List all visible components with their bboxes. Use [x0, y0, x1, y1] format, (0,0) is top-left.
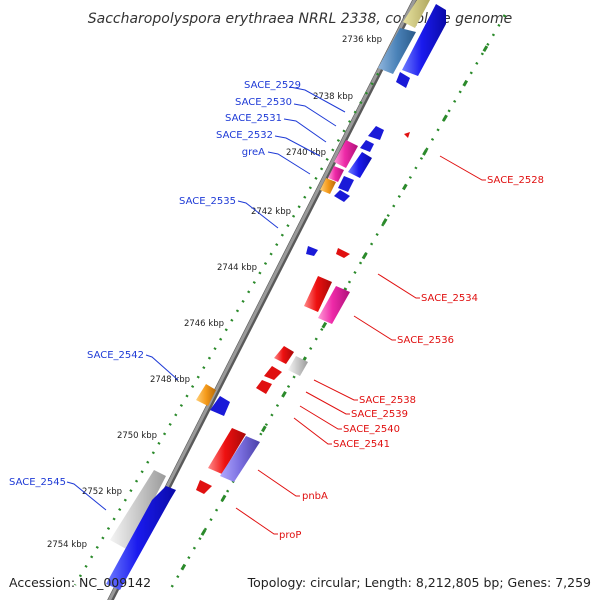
gene-arrow[interactable] — [360, 140, 374, 152]
gene-arrow[interactable] — [288, 356, 308, 376]
gene-label[interactable]: SACE_2532 — [216, 130, 273, 141]
gene-arrow[interactable] — [304, 276, 332, 312]
gene-label[interactable]: SACE_2539 — [351, 409, 408, 420]
map-title: Saccharopolyspora erythraea NRRL 2338, c… — [88, 11, 513, 27]
gene-arrow[interactable] — [264, 366, 282, 380]
gene-arrow[interactable] — [196, 384, 216, 406]
gene-arrow[interactable] — [396, 72, 410, 88]
gene-label[interactable]: SACE_2528 — [487, 175, 544, 186]
accession-text: Accession: NC_009142 — [9, 575, 151, 590]
gene-arrow[interactable] — [208, 428, 246, 474]
tick-label: 2740 kbp — [286, 148, 326, 158]
tick-label: 2750 kbp — [117, 431, 157, 441]
gene-label[interactable]: proP — [279, 530, 301, 541]
tick-label: 2748 kbp — [150, 375, 190, 385]
gene-arrow[interactable] — [274, 346, 294, 364]
gene-label[interactable]: SACE_2542 — [87, 350, 144, 361]
gene-label[interactable]: SACE_2531 — [225, 113, 282, 124]
gene-arrow[interactable] — [220, 436, 260, 482]
gene-arrow[interactable] — [256, 380, 272, 394]
gene-arrow[interactable] — [402, 4, 446, 76]
gene-label[interactable]: SACE_2536 — [397, 335, 454, 346]
tick-label: 2736 kbp — [342, 35, 382, 45]
reverse-leader-lines — [235, 155, 486, 535]
gene-label[interactable]: SACE_2538 — [359, 395, 416, 406]
kbp-dot-track — [73, 44, 397, 586]
tick-labels: 2736 kbp 2738 kbp 2740 kbp 2742 kbp 2744… — [47, 35, 382, 550]
gene-arrow[interactable] — [306, 246, 318, 256]
tick-label: 2742 kbp — [251, 207, 291, 217]
reverse-dot-track — [168, 14, 507, 591]
gene-label[interactable]: SACE_2541 — [333, 439, 390, 450]
gene-arrow[interactable] — [336, 248, 350, 258]
gene-label[interactable]: SACE_2529 — [244, 80, 301, 91]
tick-label: 2738 kbp — [313, 92, 353, 102]
gene-arrow[interactable] — [320, 178, 336, 194]
tick-label: 2752 kbp — [82, 487, 122, 497]
gene-label[interactable]: pnbA — [302, 491, 328, 502]
forward-leader-lines — [66, 86, 346, 511]
gene-arrow[interactable] — [210, 396, 230, 416]
tick-label: 2754 kbp — [47, 540, 87, 550]
reverse-gene-labels: SACE_2528 SACE_2534 SACE_2536 SACE_2538 … — [279, 175, 544, 541]
gene-arrow[interactable] — [368, 126, 384, 140]
forward-gene-labels: SACE_2529 SACE_2530 SACE_2531 SACE_2532 … — [9, 80, 301, 488]
gene-arrow[interactable] — [106, 486, 176, 590]
forward-genes — [106, 0, 446, 590]
gene-label[interactable]: SACE_2540 — [343, 424, 400, 435]
gene-arrow[interactable] — [328, 166, 344, 182]
gene-label[interactable]: greA — [242, 147, 265, 158]
gene-arrow[interactable] — [334, 140, 358, 168]
reverse-genes — [196, 132, 410, 494]
gene-arrow[interactable] — [403, 0, 430, 28]
gene-arrow[interactable] — [338, 176, 354, 192]
tick-label: 2744 kbp — [217, 263, 257, 273]
gene-arrow[interactable] — [378, 28, 416, 74]
gene-label[interactable]: SACE_2535 — [179, 196, 236, 207]
gene-arrow[interactable] — [334, 190, 350, 202]
tick-label: 2746 kbp — [184, 319, 224, 329]
genome-summary-text: Topology: circular; Length: 8,212,805 bp… — [247, 575, 591, 590]
gene-arrow[interactable] — [404, 132, 410, 138]
gene-label[interactable]: SACE_2534 — [421, 293, 478, 304]
gene-arrow[interactable] — [110, 470, 166, 550]
gene-arrow[interactable] — [196, 480, 212, 494]
gene-label[interactable]: SACE_2545 — [9, 477, 66, 488]
gene-arrow[interactable] — [318, 286, 350, 324]
gene-arrow[interactable] — [348, 152, 372, 178]
gene-label[interactable]: SACE_2530 — [235, 97, 292, 108]
